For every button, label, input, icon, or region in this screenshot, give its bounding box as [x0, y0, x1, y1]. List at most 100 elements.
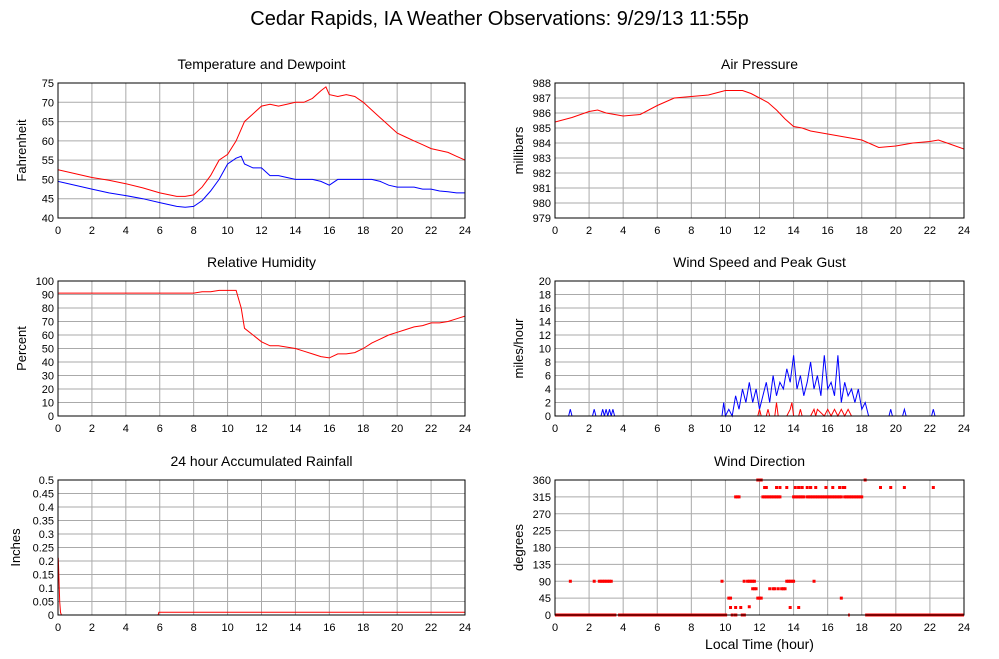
x-tick-label: 24: [459, 622, 471, 634]
x-tick-label: 20: [391, 423, 403, 435]
data-point: [751, 587, 755, 591]
data-point: [878, 486, 882, 489]
x-tick-label: 12: [255, 622, 267, 634]
data-point: [763, 495, 767, 499]
y-axis-label: degrees: [511, 524, 526, 571]
x-tick-label: 6: [654, 622, 660, 634]
data-point: [720, 579, 724, 583]
x-tick-label: 8: [191, 622, 197, 634]
data-point: [746, 579, 750, 583]
data-point: [814, 486, 818, 489]
data-point: [773, 495, 777, 499]
x-tick-label: 14: [289, 622, 301, 634]
x-tick-label: 16: [323, 225, 335, 237]
data-point: [785, 579, 789, 583]
data-point: [592, 579, 596, 583]
x-tick-label: 8: [191, 423, 197, 435]
data-point: [737, 495, 741, 499]
data-point: [850, 495, 854, 499]
y-tick-label: 20: [42, 384, 54, 396]
chart-title: Wind Direction: [714, 453, 805, 469]
y-tick-label: 0.15: [33, 570, 54, 582]
x-tick-label: 0: [552, 225, 558, 237]
x-tick-label: 18: [357, 423, 369, 435]
series-line-0: [58, 86, 465, 197]
data-point: [814, 495, 818, 499]
x-tick-label: 8: [688, 622, 694, 634]
y-tick-label: 0: [48, 411, 54, 423]
data-point: [751, 579, 755, 583]
x-tick-label: 12: [753, 622, 765, 634]
y-tick-label: 270: [533, 509, 551, 521]
x-tick-label: 16: [822, 225, 834, 237]
plot-frame: [57, 82, 466, 219]
y-tick-label: 984: [533, 138, 551, 150]
series-line-0: [555, 355, 964, 418]
data-point: [797, 495, 801, 499]
data-point: [817, 495, 821, 499]
x-tick-label: 10: [719, 225, 731, 237]
data-point: [819, 495, 823, 499]
x-tick-label: 14: [787, 225, 799, 237]
y-tick-label: 16: [539, 303, 551, 315]
data-point: [802, 495, 806, 499]
data-point: [786, 579, 790, 583]
x-tick-label: 18: [357, 225, 369, 237]
data-point: [858, 495, 862, 499]
data-point: [604, 579, 608, 583]
y-tick-label: 6: [545, 371, 551, 383]
y-tick-label: 30: [42, 371, 54, 383]
y-tick-label: 988: [533, 78, 551, 90]
y-tick-label: 0.25: [33, 543, 54, 555]
plot-frame: [57, 280, 466, 417]
data-point: [785, 486, 789, 489]
page-title: Cedar Rapids, IA Weather Observations: 9…: [250, 8, 749, 30]
plot-frame: [554, 82, 965, 219]
x-tick-label: 18: [856, 225, 868, 237]
series-line-0: [58, 289, 465, 359]
data-point: [597, 579, 601, 583]
y-axis-label: Fahrenheit: [14, 119, 29, 182]
data-point: [739, 606, 743, 609]
y-tick-label: 981: [533, 183, 551, 195]
y-axis-label: millibars: [511, 126, 526, 174]
y-tick-label: 65: [42, 117, 54, 129]
x-tick-label: 4: [620, 423, 626, 435]
data-point: [609, 579, 613, 583]
data-point: [829, 495, 833, 499]
data-point: [846, 495, 850, 499]
data-point: [761, 495, 765, 499]
y-tick-label: 0.5: [39, 475, 54, 487]
data-point: [781, 587, 785, 591]
x-tick-label: 0: [552, 622, 558, 634]
x-tick-label: 22: [924, 622, 936, 634]
y-tick-label: 983: [533, 153, 551, 165]
data-point: [747, 579, 751, 583]
data-point: [790, 579, 794, 583]
data-point: [810, 495, 814, 499]
x-tick-label: 0: [552, 423, 558, 435]
chart-title: 24 hour Accumulated Rainfall: [170, 453, 352, 469]
y-tick-label: 0: [545, 610, 551, 622]
data-point: [843, 495, 847, 499]
data-point: [601, 579, 605, 583]
x-tick-label: 12: [753, 423, 765, 435]
data-point: [788, 606, 792, 609]
data-point: [742, 579, 746, 583]
y-tick-label: 0.3: [39, 529, 54, 541]
data-point: [848, 495, 852, 499]
x-tick-label: 20: [890, 225, 902, 237]
y-tick-label: 12: [539, 330, 551, 342]
y-tick-label: 70: [42, 97, 54, 109]
x-tick-label: 2: [586, 225, 592, 237]
x-tick-label: 14: [289, 225, 301, 237]
y-tick-label: 986: [533, 108, 551, 120]
data-point: [798, 495, 802, 499]
x-tick-label: 12: [753, 225, 765, 237]
data-point: [889, 486, 893, 489]
x-tick-label: 16: [323, 423, 335, 435]
x-axis-label: Local Time (hour): [705, 636, 814, 652]
x-tick-label: 10: [719, 622, 731, 634]
data-point: [771, 495, 775, 499]
